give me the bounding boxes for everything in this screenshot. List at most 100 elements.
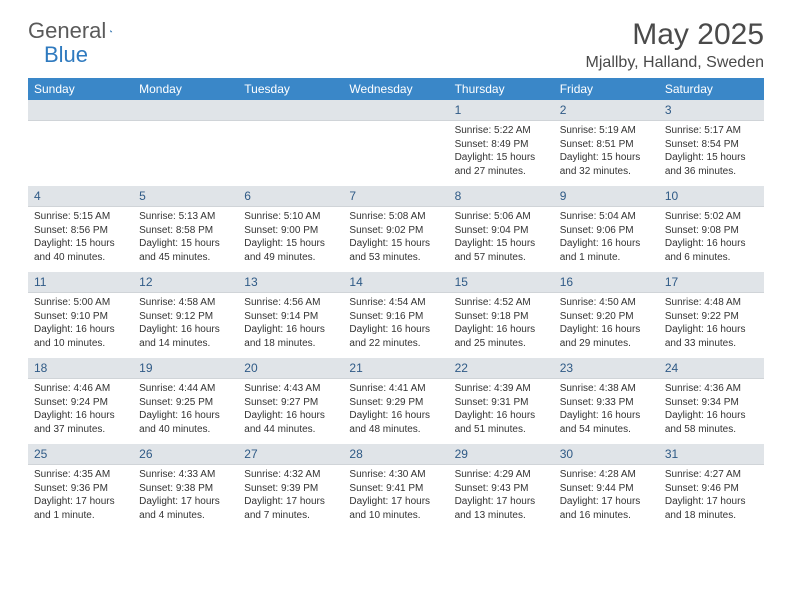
sunset-line: Sunset: 9:10 PM bbox=[34, 310, 127, 324]
day-info: Sunrise: 4:36 AMSunset: 9:34 PMDaylight:… bbox=[659, 379, 764, 442]
day-headers-row: SundayMondayTuesdayWednesdayThursdayFrid… bbox=[28, 78, 764, 100]
day-header: Sunday bbox=[28, 78, 133, 100]
daylight-line: Daylight: 15 hours and 40 minutes. bbox=[34, 237, 127, 264]
daylight-line: Daylight: 16 hours and 10 minutes. bbox=[34, 323, 127, 350]
day-number: 5 bbox=[133, 186, 238, 207]
sunset-line: Sunset: 9:20 PM bbox=[560, 310, 653, 324]
day-number: 23 bbox=[554, 358, 659, 379]
day-info: Sunrise: 5:10 AMSunset: 9:00 PMDaylight:… bbox=[238, 207, 343, 270]
sunrise-line: Sunrise: 4:54 AM bbox=[349, 296, 442, 310]
sunset-line: Sunset: 8:51 PM bbox=[560, 138, 653, 152]
day-number bbox=[133, 100, 238, 121]
logo-sail-icon bbox=[110, 22, 113, 40]
day-number: 27 bbox=[238, 444, 343, 465]
sunrise-line: Sunrise: 4:28 AM bbox=[560, 468, 653, 482]
daylight-line: Daylight: 17 hours and 10 minutes. bbox=[349, 495, 442, 522]
sunset-line: Sunset: 9:38 PM bbox=[139, 482, 232, 496]
day-info: Sunrise: 5:15 AMSunset: 8:56 PMDaylight:… bbox=[28, 207, 133, 270]
sunrise-line: Sunrise: 4:32 AM bbox=[244, 468, 337, 482]
day-number: 19 bbox=[133, 358, 238, 379]
sunset-line: Sunset: 9:14 PM bbox=[244, 310, 337, 324]
calendar-cell: 6Sunrise: 5:10 AMSunset: 9:00 PMDaylight… bbox=[238, 186, 343, 272]
sunset-line: Sunset: 9:33 PM bbox=[560, 396, 653, 410]
calendar-cell: 19Sunrise: 4:44 AMSunset: 9:25 PMDayligh… bbox=[133, 358, 238, 444]
day-number: 17 bbox=[659, 272, 764, 293]
day-info: Sunrise: 4:58 AMSunset: 9:12 PMDaylight:… bbox=[133, 293, 238, 356]
sunset-line: Sunset: 9:29 PM bbox=[349, 396, 442, 410]
calendar-cell: 26Sunrise: 4:33 AMSunset: 9:38 PMDayligh… bbox=[133, 444, 238, 530]
calendar-week: 25Sunrise: 4:35 AMSunset: 9:36 PMDayligh… bbox=[28, 444, 764, 530]
day-number: 14 bbox=[343, 272, 448, 293]
sunset-line: Sunset: 9:41 PM bbox=[349, 482, 442, 496]
day-info: Sunrise: 4:33 AMSunset: 9:38 PMDaylight:… bbox=[133, 465, 238, 528]
day-number: 16 bbox=[554, 272, 659, 293]
calendar-cell: 25Sunrise: 4:35 AMSunset: 9:36 PMDayligh… bbox=[28, 444, 133, 530]
calendar-cell: 8Sunrise: 5:06 AMSunset: 9:04 PMDaylight… bbox=[449, 186, 554, 272]
day-info: Sunrise: 4:27 AMSunset: 9:46 PMDaylight:… bbox=[659, 465, 764, 528]
daylight-line: Daylight: 16 hours and 33 minutes. bbox=[665, 323, 758, 350]
day-info: Sunrise: 5:04 AMSunset: 9:06 PMDaylight:… bbox=[554, 207, 659, 270]
day-info: Sunrise: 4:32 AMSunset: 9:39 PMDaylight:… bbox=[238, 465, 343, 528]
calendar-cell bbox=[238, 100, 343, 186]
sunrise-line: Sunrise: 4:41 AM bbox=[349, 382, 442, 396]
day-info: Sunrise: 5:13 AMSunset: 8:58 PMDaylight:… bbox=[133, 207, 238, 270]
day-number: 6 bbox=[238, 186, 343, 207]
sunrise-line: Sunrise: 4:33 AM bbox=[139, 468, 232, 482]
day-number: 28 bbox=[343, 444, 448, 465]
location-text: Mjallby, Halland, Sweden bbox=[586, 54, 764, 72]
sunset-line: Sunset: 9:08 PM bbox=[665, 224, 758, 238]
day-info: Sunrise: 4:54 AMSunset: 9:16 PMDaylight:… bbox=[343, 293, 448, 356]
day-number: 13 bbox=[238, 272, 343, 293]
calendar-cell: 18Sunrise: 4:46 AMSunset: 9:24 PMDayligh… bbox=[28, 358, 133, 444]
calendar-cell: 29Sunrise: 4:29 AMSunset: 9:43 PMDayligh… bbox=[449, 444, 554, 530]
sunrise-line: Sunrise: 5:02 AM bbox=[665, 210, 758, 224]
day-info: Sunrise: 4:39 AMSunset: 9:31 PMDaylight:… bbox=[449, 379, 554, 442]
day-number: 9 bbox=[554, 186, 659, 207]
sunrise-line: Sunrise: 5:10 AM bbox=[244, 210, 337, 224]
sunrise-line: Sunrise: 4:36 AM bbox=[665, 382, 758, 396]
day-number: 25 bbox=[28, 444, 133, 465]
calendar-weeks: 1Sunrise: 5:22 AMSunset: 8:49 PMDaylight… bbox=[28, 100, 764, 530]
daylight-line: Daylight: 15 hours and 32 minutes. bbox=[560, 151, 653, 178]
day-number: 21 bbox=[343, 358, 448, 379]
day-info: Sunrise: 4:48 AMSunset: 9:22 PMDaylight:… bbox=[659, 293, 764, 356]
page-title: May 2025 bbox=[586, 18, 764, 52]
sunset-line: Sunset: 9:04 PM bbox=[455, 224, 548, 238]
sunrise-line: Sunrise: 5:22 AM bbox=[455, 124, 548, 138]
day-info: Sunrise: 4:56 AMSunset: 9:14 PMDaylight:… bbox=[238, 293, 343, 356]
daylight-line: Daylight: 17 hours and 16 minutes. bbox=[560, 495, 653, 522]
calendar-cell: 5Sunrise: 5:13 AMSunset: 8:58 PMDaylight… bbox=[133, 186, 238, 272]
sunset-line: Sunset: 9:24 PM bbox=[34, 396, 127, 410]
day-info: Sunrise: 4:41 AMSunset: 9:29 PMDaylight:… bbox=[343, 379, 448, 442]
sunrise-line: Sunrise: 4:46 AM bbox=[34, 382, 127, 396]
sunset-line: Sunset: 8:56 PM bbox=[34, 224, 127, 238]
calendar-cell: 3Sunrise: 5:17 AMSunset: 8:54 PMDaylight… bbox=[659, 100, 764, 186]
day-number: 26 bbox=[133, 444, 238, 465]
calendar-cell: 9Sunrise: 5:04 AMSunset: 9:06 PMDaylight… bbox=[554, 186, 659, 272]
daylight-line: Daylight: 16 hours and 51 minutes. bbox=[455, 409, 548, 436]
day-header: Tuesday bbox=[238, 78, 343, 100]
daylight-line: Daylight: 15 hours and 27 minutes. bbox=[455, 151, 548, 178]
calendar-cell: 10Sunrise: 5:02 AMSunset: 9:08 PMDayligh… bbox=[659, 186, 764, 272]
sunrise-line: Sunrise: 4:44 AM bbox=[139, 382, 232, 396]
sunrise-line: Sunrise: 4:43 AM bbox=[244, 382, 337, 396]
sunrise-line: Sunrise: 4:50 AM bbox=[560, 296, 653, 310]
day-number: 11 bbox=[28, 272, 133, 293]
daylight-line: Daylight: 15 hours and 36 minutes. bbox=[665, 151, 758, 178]
calendar-week: 11Sunrise: 5:00 AMSunset: 9:10 PMDayligh… bbox=[28, 272, 764, 358]
daylight-line: Daylight: 15 hours and 53 minutes. bbox=[349, 237, 442, 264]
day-info: Sunrise: 4:30 AMSunset: 9:41 PMDaylight:… bbox=[343, 465, 448, 528]
day-number: 22 bbox=[449, 358, 554, 379]
day-number: 7 bbox=[343, 186, 448, 207]
calendar-cell: 15Sunrise: 4:52 AMSunset: 9:18 PMDayligh… bbox=[449, 272, 554, 358]
logo-text-2: Blue bbox=[44, 42, 88, 68]
day-info: Sunrise: 5:19 AMSunset: 8:51 PMDaylight:… bbox=[554, 121, 659, 184]
daylight-line: Daylight: 16 hours and 29 minutes. bbox=[560, 323, 653, 350]
sunrise-line: Sunrise: 4:29 AM bbox=[455, 468, 548, 482]
day-number bbox=[28, 100, 133, 121]
sunset-line: Sunset: 9:39 PM bbox=[244, 482, 337, 496]
calendar-cell bbox=[28, 100, 133, 186]
sunrise-line: Sunrise: 4:56 AM bbox=[244, 296, 337, 310]
logo-text-1: General bbox=[28, 18, 106, 44]
calendar-cell: 1Sunrise: 5:22 AMSunset: 8:49 PMDaylight… bbox=[449, 100, 554, 186]
